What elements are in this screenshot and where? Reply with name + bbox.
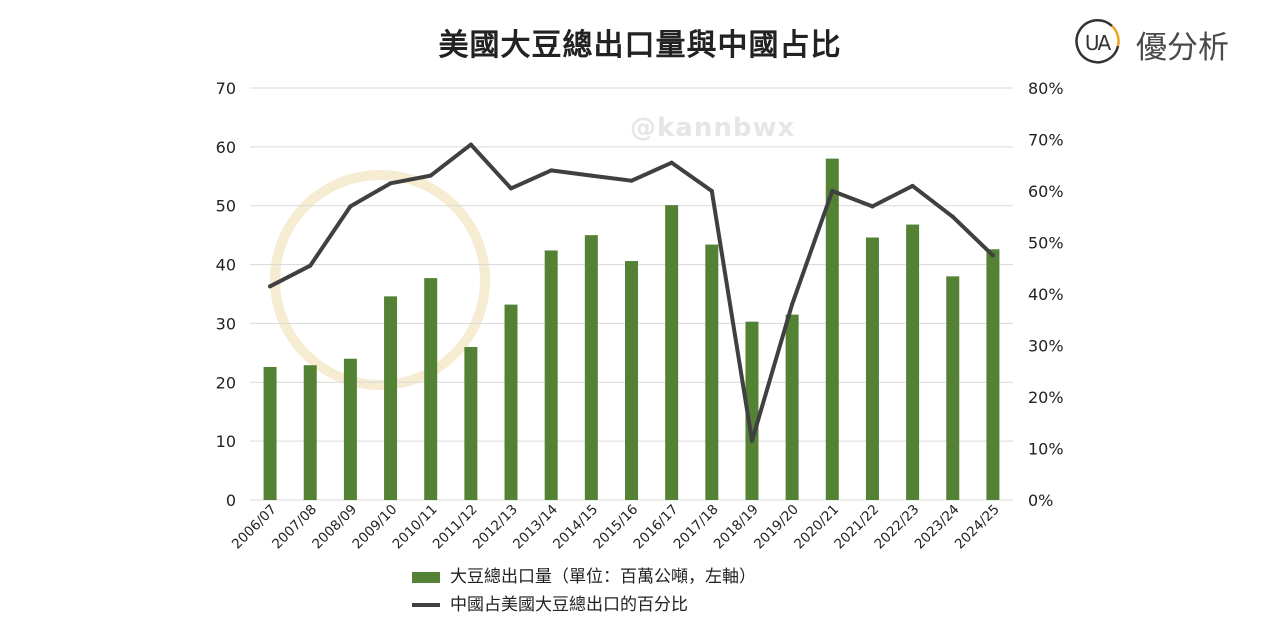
line-point [790,302,795,307]
left-tick-label: 10 [216,432,236,451]
bar [343,358,357,500]
legend-label-line: 中國占美國大豆總出口的百分比 [450,595,688,615]
logo-ring-icon [1075,19,1120,64]
line-point [509,186,514,191]
right-tick-label: 30% [1028,337,1064,356]
right-tick-label: 50% [1028,234,1064,253]
line-series [268,142,995,443]
line-point [388,181,393,186]
legend-item-line: 中國占美國大豆總出口的百分比 [412,594,756,622]
bar [303,365,317,500]
left-tick-label: 30 [216,314,236,333]
legend-item-bars: 大豆總出口量（單位：百萬公噸，左軸） [412,566,756,594]
left-tick-label: 20 [216,373,236,392]
left-tick-label: 0 [226,491,236,510]
line-point [268,284,273,289]
line-point [910,183,915,188]
left-tick-label: 70 [216,79,236,98]
bar-series [263,158,1000,501]
line-point [990,253,995,258]
line-point [549,168,554,173]
bar [785,314,799,500]
logo-text: 優分析 [1136,30,1229,66]
x-tick-label: 2024/25 [952,502,1003,553]
right-tick-label: 0% [1028,491,1053,510]
right-tick-label: 10% [1028,440,1064,459]
right-tick-label: 80% [1028,79,1064,98]
line-point [348,204,353,209]
x-axis-ticks: 2006/072007/082008/092009/102010/112011/… [229,502,1003,553]
watermark-handle: @kannbwx [630,113,796,143]
logo-mark: UA [1084,31,1111,55]
bar [865,237,879,501]
legend-bar-swatch [412,571,440,583]
bar [906,224,920,500]
legend-label-bars: 大豆總出口量（單位：百萬公噸，左軸） [450,567,756,587]
bar [625,261,638,500]
line-point [669,160,674,165]
right-axis-ticks: 0% 10% 20% 30% 40% 50% 60% 70% 80% [1028,79,1064,510]
bar [946,276,960,500]
brand-logo: UA 優分析 [1070,18,1260,74]
bar [584,235,598,500]
line-point [749,438,754,443]
line-point [308,263,313,268]
left-axis-ticks: 0 10 20 30 40 50 60 70 [216,79,236,510]
line-point [629,178,634,183]
bar [263,366,277,500]
line-point [468,142,473,147]
right-tick-label: 60% [1028,182,1064,201]
bar [745,321,759,500]
bar [825,158,839,500]
line-point [589,173,594,178]
chart-title: 美國大豆總出口量與中國占比 [438,28,842,63]
bar [424,278,438,500]
bar [384,296,398,500]
bar [705,244,719,500]
legend-line-swatch [412,603,440,607]
right-tick-label: 20% [1028,388,1064,407]
bar [544,250,558,500]
right-tick-label: 70% [1028,131,1064,150]
left-tick-label: 60 [216,138,236,157]
line-point [830,189,835,193]
bar [665,205,679,500]
bar [504,304,518,500]
left-tick-label: 40 [216,256,236,275]
bar [464,346,478,500]
line-point [428,173,433,178]
right-tick-label: 40% [1028,285,1064,304]
line-point [950,214,955,219]
watermark-logo [270,170,490,390]
legend: 大豆總出口量（單位：百萬公噸，左軸） 中國占美國大豆總出口的百分比 [412,566,756,622]
bar [986,249,1000,500]
line-point [709,189,714,193]
line-point [870,204,875,209]
left-tick-label: 50 [216,197,236,216]
